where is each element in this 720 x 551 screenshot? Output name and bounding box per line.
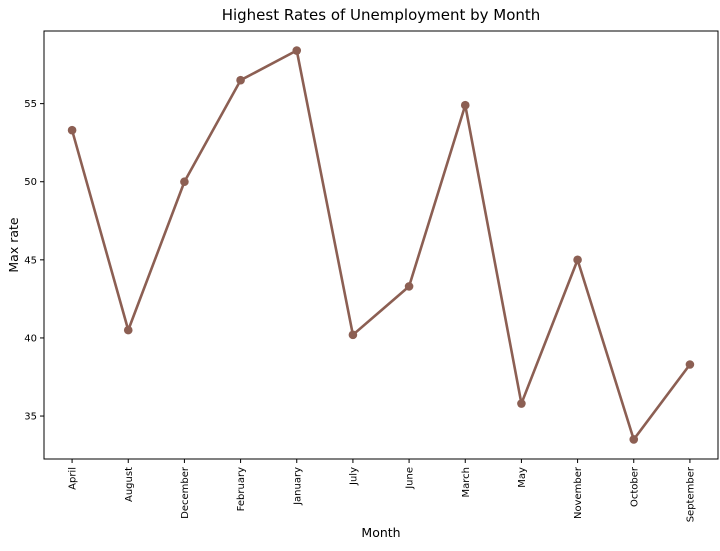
data-point [292,46,302,55]
y-tick-label: 50 [24,177,37,188]
x-axis-label: Month [361,525,400,540]
series-group [67,46,695,444]
data-point [573,255,582,265]
y-tick-label: 45 [24,255,37,266]
x-tick-label: November [573,466,584,519]
x-tick-label: January [292,467,303,506]
x-tick-label: February [236,467,247,511]
data-point [180,177,189,187]
series-line [70,49,691,441]
data-point [517,399,526,408]
data-point [460,100,470,110]
data-point [67,125,77,135]
data-point [236,75,245,85]
x-axis: April August December February January July Ju… [68,459,696,522]
x-tick-label: May [517,467,528,488]
x-tick-label: December [180,466,191,519]
y-axis: 35 40 45 50 55 [24,99,44,423]
y-tick-label: 55 [24,99,37,110]
x-tick-label: October [629,466,640,507]
x-tick-label: April [68,467,79,490]
chart-title: Highest Rates of Unemployment by Month [222,6,541,24]
y-tick-label: 40 [24,333,37,344]
data-point [629,435,639,444]
data-point [685,360,695,369]
x-tick-label: June [405,467,416,490]
data-point [123,325,133,335]
data-point [348,330,358,340]
x-tick-label: August [124,467,135,502]
plot-area-frame [43,30,719,460]
x-tick-label: July [348,467,359,486]
x-tick-label: March [461,467,472,497]
y-tick-label: 35 [24,412,37,423]
y-axis-label: Max rate [6,217,21,273]
data-point [404,282,414,291]
x-tick-label: September [685,466,696,522]
